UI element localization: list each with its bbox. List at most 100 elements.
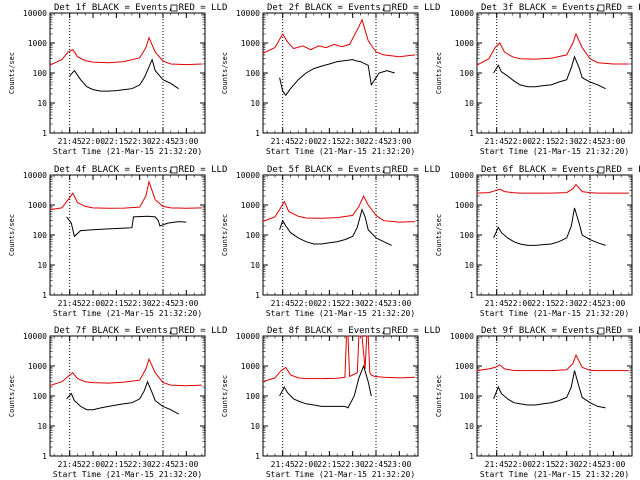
y-tick-label: 100 [246,69,261,78]
y-tick-label: 10000 [23,171,47,180]
x-tick-label: 22:30 [555,299,579,308]
x-tick-label: 22:15 [531,137,555,146]
y-tick-label: 100 [246,392,261,401]
x-tick-label: 22:00 [508,460,532,469]
title-marker-box [597,166,605,174]
y-tick-label: 10000 [23,332,47,341]
x-tick-label: 22:00 [508,137,532,146]
panel-2: Det 2f BLACK = Events, RED = LLD Counts/s… [221,3,440,156]
x-tick-label: 22:45 [364,460,388,469]
y-tick-label: 1 [255,452,260,461]
title-marker-box [170,4,178,12]
x-tick-label: 23:00 [601,137,625,146]
series-events-line [493,370,606,409]
plot-frame [49,335,206,457]
y-tick-label: 1 [42,452,47,461]
x-axis-label: Start Time (21-Mar-15 21:32:20) [53,470,202,479]
y-tick-label: 1000 [28,201,47,210]
x-tick-label: 22:00 [294,460,318,469]
y-axis-label: Counts/sec [435,214,443,256]
y-axis-label: Counts/sec [435,375,443,417]
series-lld-line [49,357,202,387]
x-tick-label: 22:45 [151,137,175,146]
plot-frame [476,12,633,134]
y-tick-label: 1 [42,291,47,300]
panel-8: Det 8f BLACK = Events, RED = LLD Counts/s… [221,326,440,479]
series-lld-line [49,36,202,66]
x-tick-label: 23:00 [601,460,625,469]
y-axis-label: Counts/sec [8,375,16,417]
y-tick-label: 10000 [236,9,260,18]
plot-frame [49,12,206,134]
panel-7: Det 7f BLACK = Events, RED = LLD Counts/s… [8,326,227,479]
x-axis-label: Start Time (21-Mar-15 21:32:20) [53,147,202,156]
y-tick-label: 1 [469,452,474,461]
x-tick-label: 22:15 [531,460,555,469]
y-tick-label: 1000 [455,201,474,210]
x-tick-label: 22:30 [128,460,152,469]
y-axis-label: Counts/sec [8,214,16,256]
y-tick-label: 10000 [450,9,474,18]
x-tick-label: 22:30 [555,460,579,469]
x-tick-label: 22:00 [81,137,105,146]
series-lld-line [262,18,415,58]
panel-title: Det 9f BLACK = Events, RED = LLD [481,326,640,336]
y-axis-label: Counts/sec [435,52,443,94]
y-tick-label: 10000 [23,9,47,18]
y-tick-label: 10 [37,261,47,270]
y-tick-label: 100 [246,231,261,240]
panel-title: Det 4f BLACK = Events, RED = LLD [54,165,227,175]
y-tick-label: 10 [250,261,260,270]
x-tick-label: 22:30 [341,299,365,308]
x-tick-label: 22:00 [508,299,532,308]
y-tick-label: 10 [464,99,474,108]
plot-frame [262,174,419,296]
y-tick-label: 1 [469,291,474,300]
x-tick-label: 21:45 [271,299,295,308]
x-axis-label: Start Time (21-Mar-15 21:32:20) [480,309,629,318]
panel-6: Det 6f BLACK = Events, RED = LLD Counts/s… [435,165,640,318]
x-tick-label: 22:45 [364,137,388,146]
y-tick-label: 1 [469,129,474,138]
y-tick-label: 10 [37,422,47,431]
plot-frame [262,12,419,134]
series-lld-line [262,335,415,383]
x-tick-label: 22:00 [294,299,318,308]
y-tick-label: 10000 [236,171,260,180]
x-tick-label: 23:00 [387,299,411,308]
y-tick-label: 1 [255,129,260,138]
series-events-line [279,364,372,409]
x-tick-label: 21:45 [58,137,82,146]
x-axis-label: Start Time (21-Mar-15 21:32:20) [53,309,202,318]
title-marker-box [597,327,605,335]
x-tick-label: 21:45 [58,460,82,469]
y-tick-label: 100 [33,69,48,78]
x-tick-label: 22:45 [578,299,602,308]
title-marker-box [597,4,605,12]
title-marker-box [383,4,391,12]
x-tick-label: 23:00 [174,137,198,146]
series-events-line [493,207,606,246]
y-axis-label: Counts/sec [8,52,16,94]
x-tick-label: 22:00 [81,460,105,469]
x-tick-label: 22:15 [104,137,128,146]
series-events-line [279,59,395,97]
series-events-line [493,55,606,90]
title-marker-box [170,327,178,335]
panel-title: Det 1f BLACK = Events, RED = LLD [54,3,227,13]
x-tick-label: 22:15 [104,460,128,469]
x-tick-label: 22:15 [317,299,341,308]
x-tick-label: 23:00 [601,299,625,308]
panel-title: Det 3f BLACK = Events, RED = LLD [481,3,640,13]
panel-title: Det 7f BLACK = Events, RED = LLD [54,326,227,336]
series-lld-line [262,194,415,223]
y-tick-label: 10 [37,99,47,108]
x-tick-label: 22:00 [81,299,105,308]
panel-title: Det 8f BLACK = Events, RED = LLD [267,326,440,336]
x-tick-label: 22:45 [578,137,602,146]
y-tick-label: 1000 [28,39,47,48]
series-lld-line [476,353,629,372]
y-tick-label: 10000 [236,332,260,341]
x-axis-label: Start Time (21-Mar-15 21:32:20) [266,147,415,156]
title-marker-box [383,166,391,174]
